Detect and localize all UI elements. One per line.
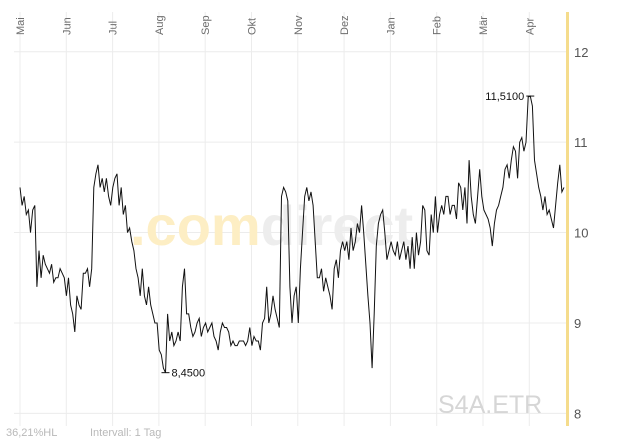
month-label: Aug	[154, 15, 166, 35]
min-label: 8,4500	[171, 368, 205, 380]
symbol-label: S4A.ETR	[438, 391, 542, 419]
max-annotation: 11,5100	[485, 91, 535, 103]
month-label: Jun	[61, 17, 73, 35]
price-line	[19, 95, 565, 373]
month-label: Feb	[432, 16, 444, 35]
month-label: Mai	[15, 17, 27, 35]
month-axis: Mai Jun Jul Aug Sep Okt Nov Dez Jan Feb Mär Apr	[15, 15, 536, 35]
month-label: Mär	[478, 16, 490, 35]
price-tick-label: 12	[574, 45, 588, 60]
interval-label: Intervall: 1 Tag	[90, 427, 161, 439]
month-label: Jul	[108, 21, 120, 35]
price-tick-label: 9	[574, 316, 581, 331]
price-tick-label: 11	[574, 135, 588, 150]
price-axis: 8 9 10 11 12	[574, 45, 588, 422]
watermark-logo: .comdirect	[130, 194, 413, 257]
month-label: Sep	[200, 15, 212, 35]
price-tick-label: 10	[574, 226, 588, 241]
max-label: 11,5100	[485, 91, 524, 103]
month-label: Nov	[293, 15, 305, 35]
current-date-marker	[566, 12, 569, 426]
grid	[14, 12, 566, 426]
min-annotation: 8,4500	[161, 368, 205, 380]
month-label: Okt	[247, 18, 259, 35]
month-label: Jan	[385, 17, 397, 35]
hl-label: 36,21%HL	[6, 427, 57, 439]
month-label: Dez	[339, 15, 351, 35]
month-label: Apr	[524, 18, 536, 35]
price-tick-label: 8	[574, 406, 581, 421]
